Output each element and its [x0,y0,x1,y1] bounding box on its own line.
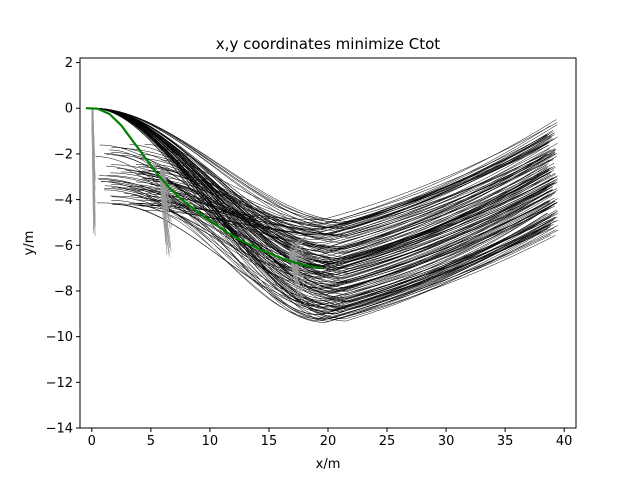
x-axis-label: x/m [316,457,341,472]
candidate-path [92,107,548,238]
x-tick-label: 0 [88,434,96,449]
y-tick-label: −2 [54,147,73,162]
x-tick-label: 40 [556,434,573,449]
candidate-path [141,201,550,293]
x-tick-label: 10 [202,434,219,449]
sampled-segment [290,252,302,297]
candidate-path [139,184,552,321]
y-tick-label: 2 [65,56,73,71]
sampled-segment-group [159,169,173,257]
candidate-path [133,204,547,323]
candidate-path [110,153,558,250]
candidate-path [144,143,558,284]
candidate-path [92,107,557,307]
candidate-path [124,193,549,319]
candidate-path [91,107,556,302]
candidate-path [93,107,558,226]
y-tick-label: −10 [46,330,73,345]
candidate-path [93,107,552,307]
sampled-segment [295,252,305,288]
candidate-path [95,107,553,280]
candidate-path [92,107,559,305]
candidate-path [138,122,557,220]
candidate-path [92,107,553,314]
x-tick-label: 35 [497,434,514,449]
candidate-path [93,107,548,278]
sampled-segment [92,108,94,234]
candidate-path [94,107,553,288]
sampled-segment [164,169,168,255]
y-axis-label: y/m [22,231,37,256]
candidate-path [138,141,550,236]
x-tick-label: 20 [320,434,337,449]
candidate-path [98,179,549,284]
optimal-path-line [85,107,323,270]
candidate-path [137,134,548,232]
candidate-path [129,148,550,247]
chart-title: x,y coordinates minimize Ctot [216,35,441,53]
candidate-path [139,172,558,294]
candidate-path [91,107,550,267]
candidate-path [109,180,551,267]
sampled-segment [292,252,305,301]
x-tick-label: 5 [147,434,155,449]
candidate-path [99,144,554,279]
candidate-path [103,189,552,289]
candidate-path [92,107,550,243]
sampled-segment [163,169,166,245]
x-tick-label: 30 [438,434,455,449]
y-tick-label: 0 [65,102,73,117]
candidate-path [143,164,556,261]
candidate-path [93,107,552,239]
candidate-paths [91,107,559,323]
candidate-path [150,182,555,276]
candidate-path [92,107,558,259]
sampled-segment-group [91,108,96,237]
candidate-path [120,155,548,283]
candidate-path [141,135,548,229]
sampled-segment [288,250,307,253]
sampled-segment [289,235,308,253]
candidate-path [93,107,550,258]
candidate-path [133,139,555,224]
plot-area [85,107,559,323]
candidate-path [111,195,549,286]
sampled-segment [92,108,96,237]
candidate-path [152,131,554,225]
y-tick-label: −6 [54,239,73,254]
candidate-path [93,107,552,228]
candidate-path [92,107,556,319]
candidate-path [91,107,553,256]
sampled-segment [290,237,305,253]
candidate-path [95,107,550,285]
x-tick-label: 15 [261,434,278,449]
candidate-path [111,184,558,300]
y-tick-label: −14 [46,422,73,437]
x-tick-label: 25 [379,434,396,449]
candidate-path [104,167,548,270]
candidate-path [111,204,556,312]
candidate-path [150,169,549,252]
candidate-path [92,107,550,264]
candidate-path [95,156,554,314]
candidate-path [94,107,548,295]
y-tick-label: −12 [46,376,73,391]
candidate-path [109,149,551,308]
candidate-path [121,135,552,223]
sampled-segment-group [288,235,308,301]
y-tick-label: −8 [54,284,73,299]
y-tick-label: −4 [54,193,73,208]
